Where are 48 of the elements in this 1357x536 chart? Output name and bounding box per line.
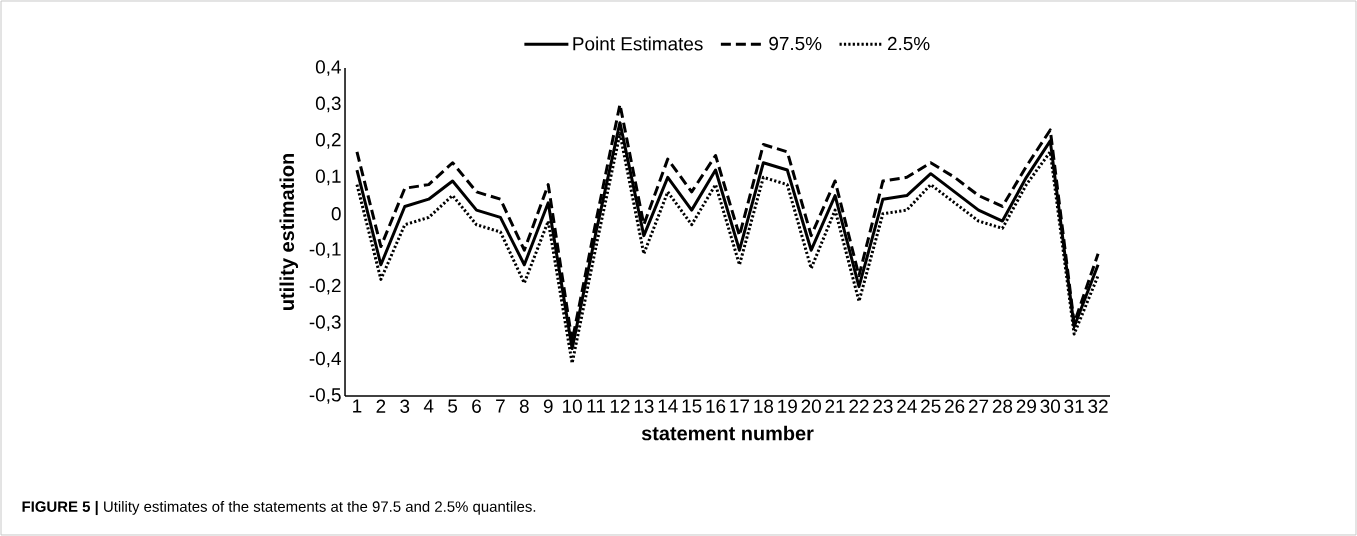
x-tick-label: 29 <box>1016 399 1036 413</box>
x-tick-label: 28 <box>992 399 1013 413</box>
y-tick-label: -0,4 <box>309 351 341 368</box>
x-tick-label: 9 <box>543 399 553 413</box>
legend-label: Point Estimates <box>573 36 703 51</box>
x-tick-label: 3 <box>400 399 410 413</box>
x-tick-label: 24 <box>897 399 917 413</box>
y-tick-label: 0,3 <box>315 96 341 113</box>
legend-label: 97.5% <box>769 36 822 51</box>
x-tick-label: 7 <box>496 399 505 413</box>
x-tick-label: 22 <box>849 399 869 413</box>
x-tick-label: 32 <box>1088 399 1108 413</box>
y-tick-label: 0,1 <box>315 169 341 186</box>
x-tick-label: 30 <box>1040 399 1061 413</box>
y-tick-label: -0,2 <box>309 278 341 295</box>
x-tick-label: 5 <box>448 399 458 413</box>
y-tick-label: 0,4 <box>315 60 341 76</box>
x-tick-label: 23 <box>873 399 893 413</box>
x-tick-label: 2 <box>376 399 386 413</box>
x-tick-label: 10 <box>563 399 582 413</box>
x-tick-label: 4 <box>423 399 434 413</box>
x-tick-label: 31 <box>1064 399 1084 413</box>
x-tick-label: 27 <box>968 399 989 413</box>
x-tick-label: 16 <box>706 399 726 413</box>
x-tick-label: 15 <box>682 399 702 413</box>
x-tick-label: 21 <box>825 399 845 413</box>
x-tick-label: 19 <box>778 399 797 413</box>
x-tick-label: 12 <box>610 399 630 413</box>
text: FIGURE 5 | Utility estimates of the statements at the 97.5 and 2.5% quantiles. <box>22 500 536 516</box>
y-tick-label: 0 <box>331 207 341 221</box>
x-tick-label: 8 <box>519 399 529 413</box>
x-tick-label: 18 <box>754 399 774 413</box>
x-tick-label: 6 <box>472 399 481 413</box>
x-axis-title: statement number <box>641 425 814 441</box>
y-tick-label: -0,1 <box>309 242 341 259</box>
x-tick-label: 26 <box>945 399 965 413</box>
x-tick-label: 11 <box>587 399 605 413</box>
legend-label: 2.5% <box>887 36 930 51</box>
x-tick-label: 1 <box>353 399 362 413</box>
x-tick-label: 14 <box>658 399 678 413</box>
y-axis-title: utility estimation <box>279 154 299 310</box>
x-tick-label: 20 <box>801 399 821 413</box>
x-tick-label: 17 <box>730 399 750 413</box>
x-tick-label: 25 <box>921 399 941 413</box>
y-tick-label: 0,2 <box>315 133 341 149</box>
y-tick-label: -0,3 <box>309 315 341 331</box>
y-tick-label: -0,5 <box>309 388 341 404</box>
x-tick-label: 13 <box>634 399 654 413</box>
